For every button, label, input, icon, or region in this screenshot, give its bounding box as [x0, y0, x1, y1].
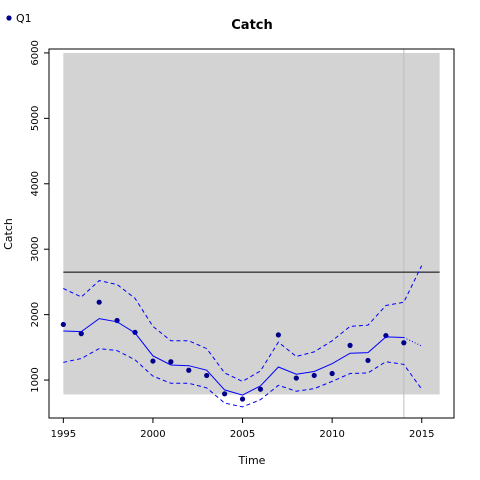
- x-axis-title: Time: [238, 454, 266, 467]
- x-tick-label-2005: 2005: [230, 429, 255, 440]
- fitted-line: [63, 318, 404, 396]
- data-point-1997: [96, 299, 102, 305]
- shaded-region: [63, 52, 440, 395]
- data-point-2008: [293, 375, 299, 381]
- data-point-2005: [239, 396, 246, 402]
- chart-title: Catch: [231, 18, 273, 33]
- series-layer: [60, 265, 423, 408]
- y-tick-label-4000: 4000: [30, 171, 41, 196]
- x-tick-label-2015: 2015: [409, 429, 434, 440]
- fitted-projection-line: [403, 337, 422, 347]
- data-point-2004: [222, 391, 228, 397]
- data-point-2003: [204, 372, 210, 379]
- data-point-1996: [78, 331, 84, 337]
- data-point-2002: [186, 367, 192, 373]
- y-tick-label-6000: 6000: [30, 40, 41, 65]
- y-tick-label-1000: 1000: [30, 367, 41, 392]
- data-point-2006: [257, 386, 264, 392]
- upper-bound-line: [63, 265, 423, 382]
- data-point-2011: [347, 342, 353, 348]
- y-tick-label-5000: 5000: [30, 106, 41, 131]
- legend: Q1: [6, 12, 32, 25]
- data-point-2012: [365, 357, 371, 364]
- data-point-2007: [275, 332, 281, 338]
- data-point-2009: [311, 372, 317, 379]
- data-point-1995: [60, 321, 66, 328]
- data-point-2001: [168, 359, 174, 365]
- y-axis-title: Catch: [2, 218, 15, 250]
- y-tick-label-3000: 3000: [30, 236, 41, 261]
- x-axis: 1995 2000 2005 2010 2015: [51, 418, 434, 440]
- x-tick-label-1995: 1995: [51, 429, 76, 440]
- data-point-2000: [150, 358, 156, 364]
- data-point-1999: [132, 329, 138, 335]
- data-point-2010: [329, 370, 335, 377]
- y-axis: 1000 2000 3000 4000 5000 6000: [30, 40, 49, 393]
- plot-border: [48, 48, 455, 419]
- data-point-2014: [401, 340, 407, 346]
- legend-label-q1: Q1: [16, 12, 32, 25]
- legend-marker-q1: [6, 15, 12, 21]
- x-tick-label-2010: 2010: [319, 429, 344, 440]
- lower-bound-line: [63, 348, 423, 408]
- x-tick-label-2000: 2000: [140, 429, 165, 440]
- y-tick-label-2000: 2000: [30, 302, 41, 327]
